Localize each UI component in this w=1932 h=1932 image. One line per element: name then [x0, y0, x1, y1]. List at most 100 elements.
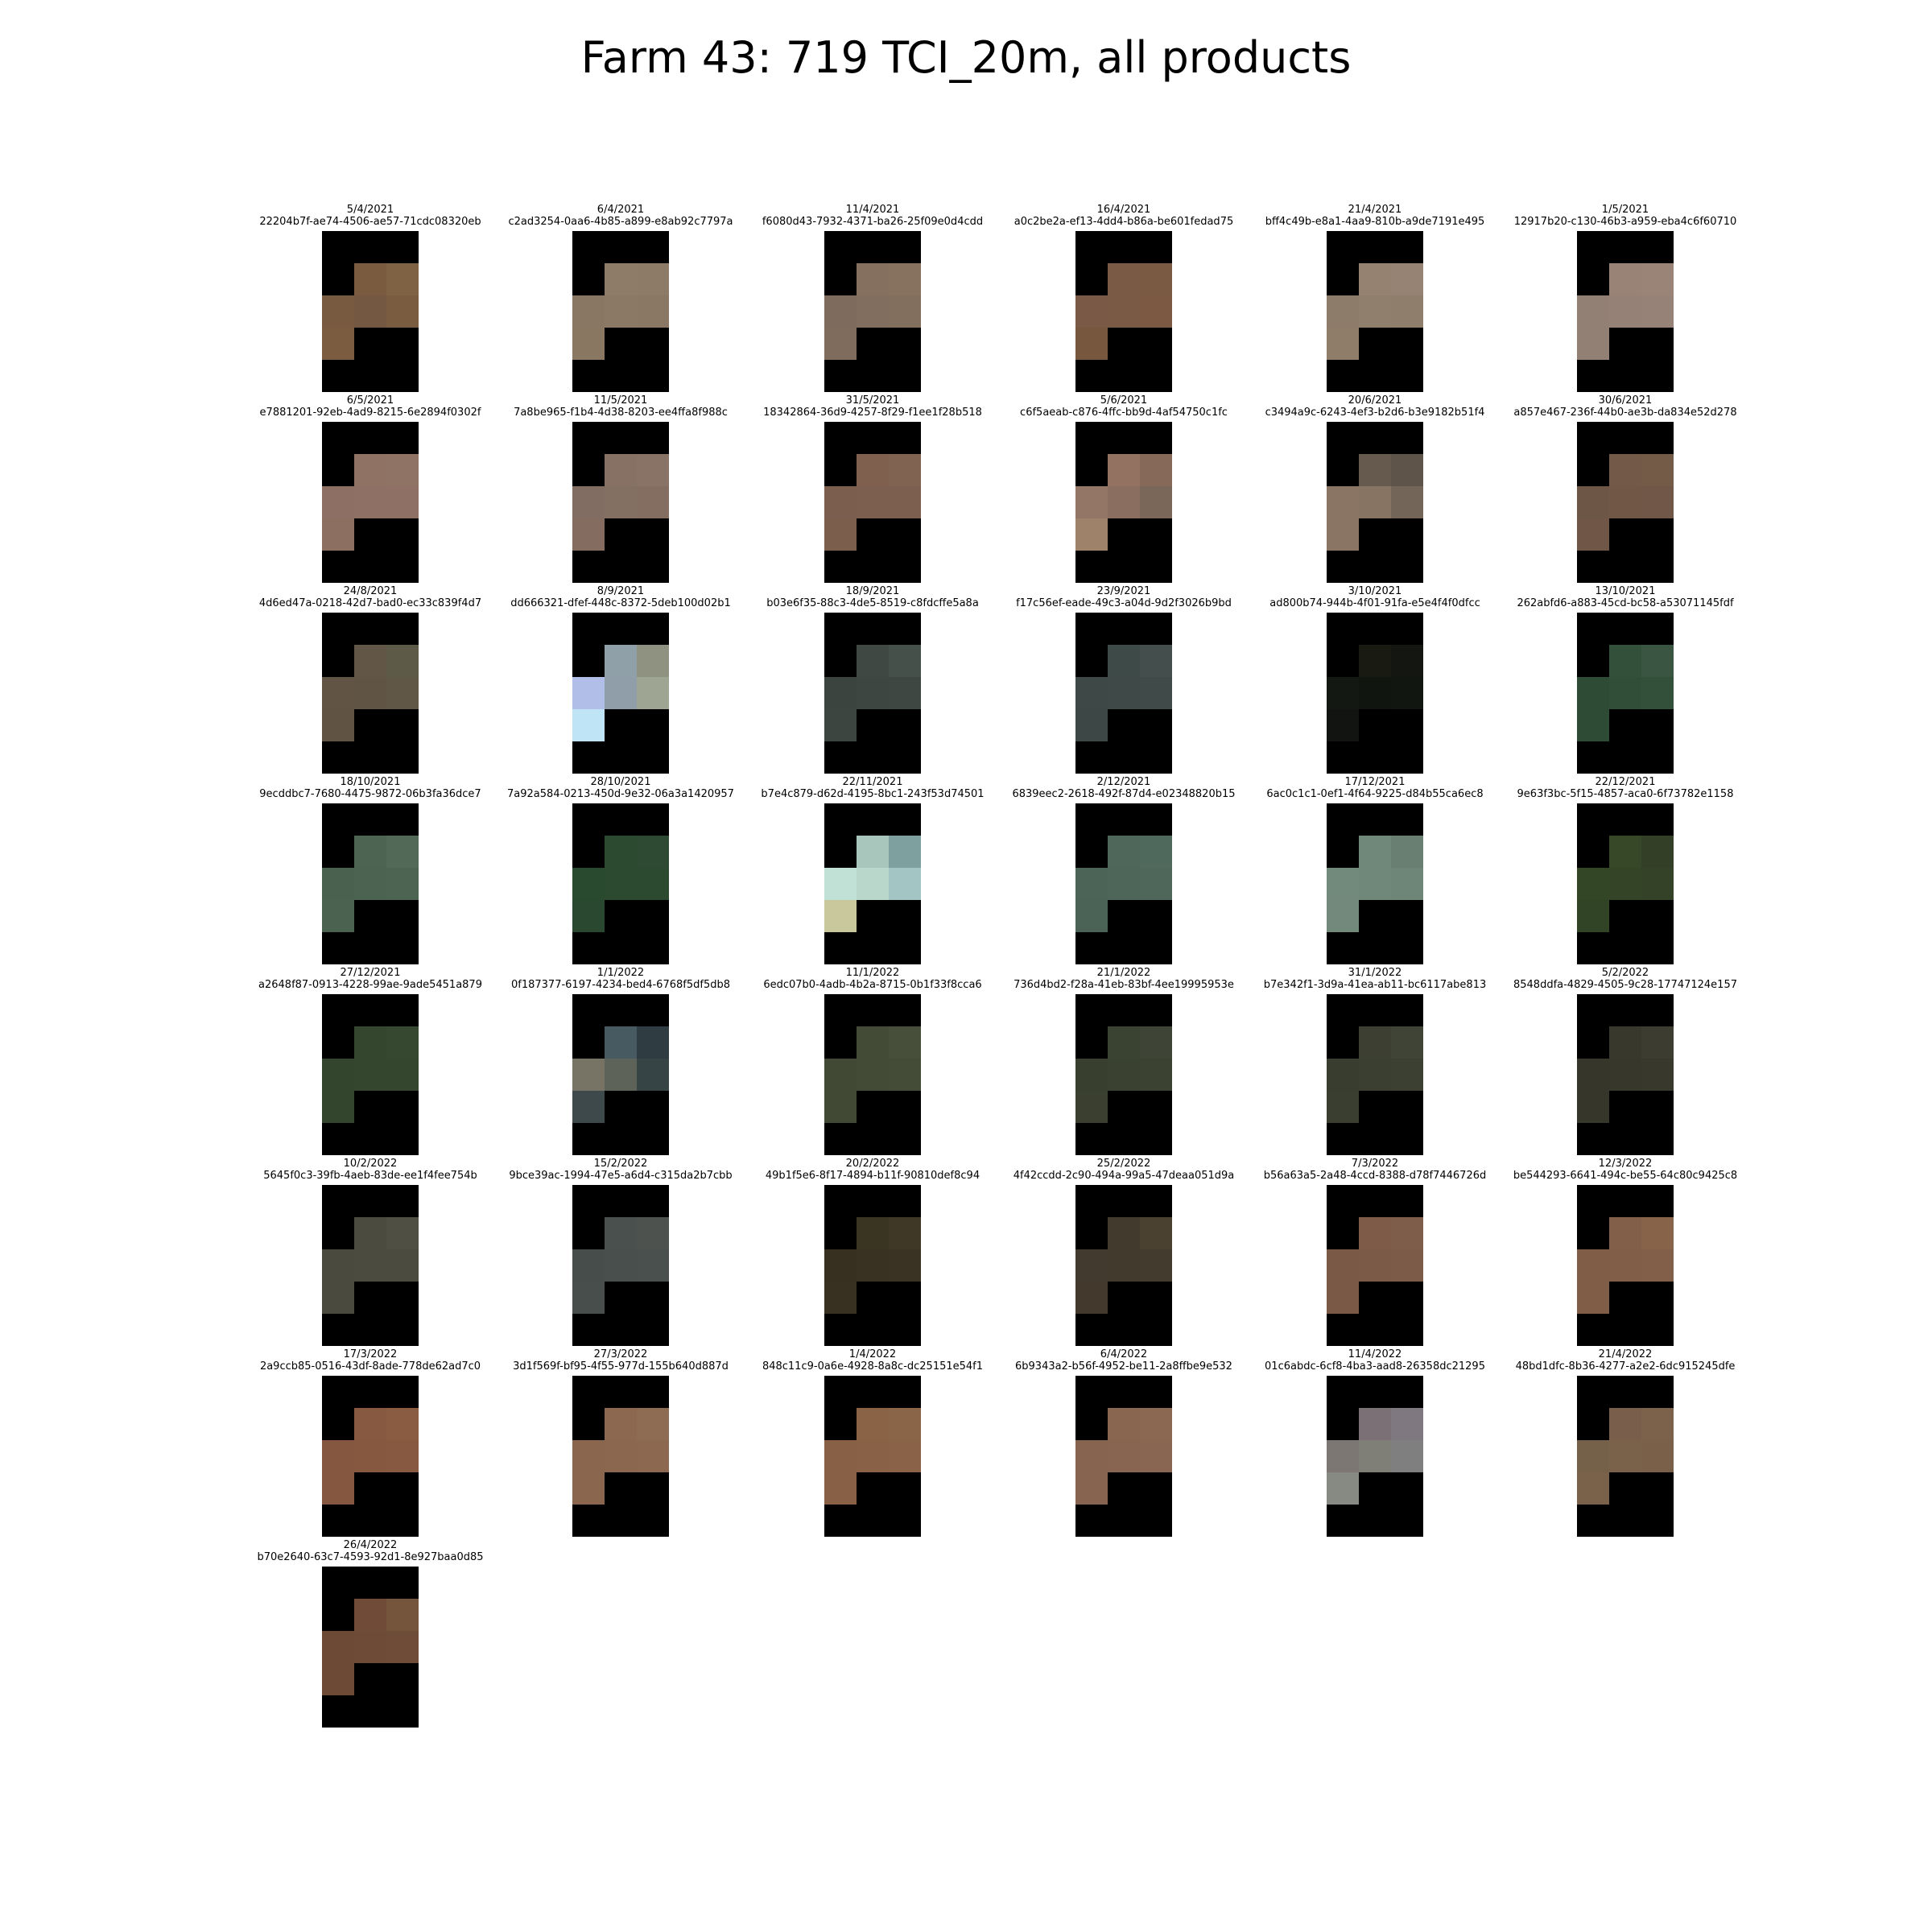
field-pixel — [889, 1440, 921, 1472]
product-date: 25/2/2022 — [1096, 1158, 1151, 1170]
field-pixel — [1391, 677, 1423, 709]
field-pixel — [354, 677, 386, 709]
product-tile: 1/1/2022 0f187377-6197-4234-bed4-6768f5df… — [493, 967, 749, 1155]
field-pixel — [354, 836, 386, 868]
tci-thumbnail — [1577, 1185, 1674, 1346]
tci-thumbnail — [322, 1567, 419, 1728]
product-date: 24/8/2021 — [343, 585, 398, 597]
field-pixel — [1327, 1059, 1359, 1091]
field-pixel — [637, 645, 669, 677]
field-pixel — [605, 836, 637, 868]
field-pixel — [889, 486, 921, 518]
product-date: 18/9/2021 — [845, 585, 900, 597]
field-pixel — [1108, 486, 1140, 518]
product-date: 30/6/2021 — [1598, 394, 1653, 407]
field-pixel — [1609, 645, 1641, 677]
product-id: 49b1f5e6-8f17-4894-b11f-90810def8c94 — [765, 1170, 980, 1182]
product-tile: 26/4/2022 b70e2640-63c7-4593-92d1-8e927ba… — [242, 1539, 498, 1728]
product-id: be544293-6641-494c-be55-64c80c9425c8 — [1513, 1170, 1738, 1182]
field-pixel — [354, 868, 386, 900]
field-pixel — [1577, 868, 1609, 900]
product-date: 26/4/2022 — [343, 1539, 398, 1551]
field-pixel — [1108, 1026, 1140, 1059]
field-pixel — [1359, 295, 1391, 328]
product-id: 7a8be965-f1b4-4d38-8203-ee4ffa8f988c — [514, 407, 728, 419]
field-pixel — [322, 518, 354, 551]
product-date: 6/5/2021 — [346, 394, 394, 407]
product-tile: 30/6/2021 a857e467-236f-44b0-ae3b-da834e5… — [1497, 394, 1753, 583]
field-pixel — [1641, 454, 1674, 486]
field-pixel — [824, 709, 857, 741]
field-pixel — [322, 868, 354, 900]
field-pixel — [1391, 1408, 1423, 1440]
field-pixel — [1327, 677, 1359, 709]
field-pixel — [1140, 1026, 1172, 1059]
field-pixel — [1391, 645, 1423, 677]
field-pixel — [322, 1631, 354, 1663]
field-pixel — [1577, 1059, 1609, 1091]
field-pixel — [637, 454, 669, 486]
field-pixel — [605, 868, 637, 900]
field-pixel — [1327, 1282, 1359, 1314]
field-pixel — [1641, 677, 1674, 709]
field-pixel — [1075, 518, 1108, 551]
product-id: b03e6f35-88c3-4de5-8519-c8fdcffe5a8a — [766, 597, 979, 609]
field-pixel — [1075, 486, 1108, 518]
field-pixel — [1391, 868, 1423, 900]
product-id: 9ecddbc7-7680-4475-9872-06b3fa36dce7 — [259, 788, 481, 800]
field-pixel — [1075, 900, 1108, 932]
field-pixel — [605, 454, 637, 486]
field-pixel — [1641, 1408, 1674, 1440]
field-pixel — [1327, 900, 1359, 932]
field-pixel — [857, 677, 889, 709]
field-pixel — [572, 1282, 605, 1314]
field-pixel — [1140, 1440, 1172, 1472]
product-tile: 11/4/2021 f6080d43-7932-4371-ba26-25f09e0… — [745, 204, 1001, 392]
field-pixel — [572, 328, 605, 360]
product-date: 6/4/2022 — [1100, 1348, 1148, 1360]
field-pixel — [605, 1249, 637, 1282]
field-pixel — [857, 486, 889, 518]
product-date: 20/6/2021 — [1348, 394, 1402, 407]
field-pixel — [1391, 1440, 1423, 1472]
field-pixel — [1359, 1440, 1391, 1472]
field-pixel — [1391, 1217, 1423, 1249]
field-pixel — [857, 645, 889, 677]
field-pixel — [1075, 1059, 1108, 1091]
field-pixel — [1609, 677, 1641, 709]
product-date: 16/4/2021 — [1096, 204, 1151, 216]
product-tile: 21/4/2022 48bd1dfc-8b36-4277-a2e2-6dc9152… — [1497, 1348, 1753, 1537]
field-pixel — [1609, 1408, 1641, 1440]
field-pixel — [1327, 518, 1359, 551]
field-pixel — [1359, 1026, 1391, 1059]
field-pixel — [824, 677, 857, 709]
product-tile: 31/5/2021 18342864-36d9-4257-8f29-f1ee1f2… — [745, 394, 1001, 583]
field-pixel — [605, 645, 637, 677]
field-pixel — [1140, 1059, 1172, 1091]
field-pixel — [1108, 1249, 1140, 1282]
field-pixel — [1075, 1440, 1108, 1472]
field-pixel — [1075, 709, 1108, 741]
field-pixel — [1609, 1059, 1641, 1091]
field-pixel — [1140, 263, 1172, 295]
product-id: bff4c49b-e8a1-4aa9-810b-a9de7191e495 — [1265, 216, 1485, 228]
field-pixel — [1577, 328, 1609, 360]
product-date: 5/6/2021 — [1100, 394, 1148, 407]
field-pixel — [605, 486, 637, 518]
field-pixel — [354, 1408, 386, 1440]
field-pixel — [1327, 1440, 1359, 1472]
field-pixel — [354, 1249, 386, 1282]
field-pixel — [1108, 1408, 1140, 1440]
product-tile: 21/1/2022 736d4bd2-f28a-41eb-83bf-4ee1999… — [996, 967, 1252, 1155]
product-tile: 16/4/2021 a0c2be2a-ef13-4dd4-b86a-be601fe… — [996, 204, 1252, 392]
tci-thumbnail — [322, 613, 419, 774]
product-date: 1/4/2022 — [848, 1348, 897, 1360]
field-pixel — [824, 868, 857, 900]
field-pixel — [572, 1249, 605, 1282]
field-pixel — [1609, 1440, 1641, 1472]
field-pixel — [889, 1059, 921, 1091]
field-pixel — [386, 868, 419, 900]
field-pixel — [1391, 1026, 1423, 1059]
product-date: 22/12/2021 — [1595, 776, 1656, 788]
field-pixel — [1140, 295, 1172, 328]
